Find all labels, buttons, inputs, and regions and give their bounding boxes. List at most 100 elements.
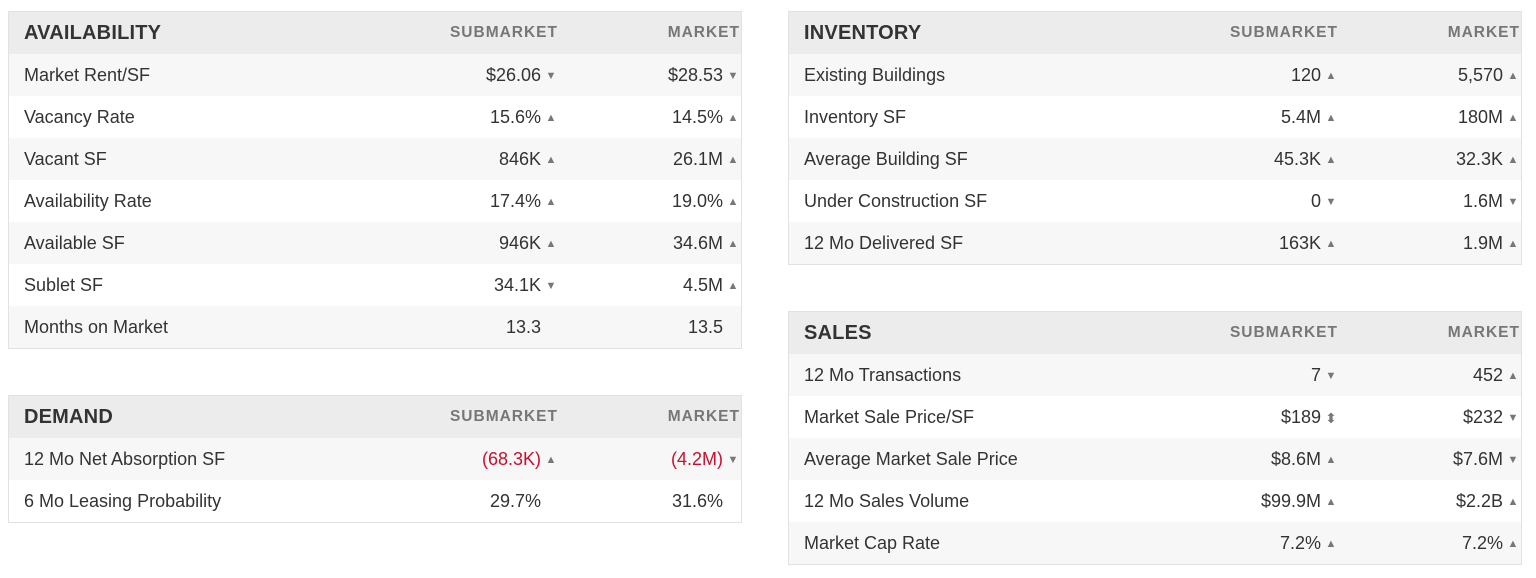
submarket-value-cell: (68.3K) ▲ xyxy=(324,449,558,470)
row-label: 6 Mo Leasing Probability xyxy=(24,490,222,511)
market-value: 13.5 xyxy=(687,316,723,337)
row-label: 12 Mo Sales Volume xyxy=(804,490,970,511)
market-value: $2.2B xyxy=(1455,490,1503,511)
column-header-market: MARKET xyxy=(667,24,740,41)
table-row: Available SF 946K ▲ 34.6M ▲ xyxy=(9,222,741,264)
column-header-submarket: SUBMARKET xyxy=(449,24,558,41)
trend-down-icon: ▼ xyxy=(545,280,557,292)
submarket-value-cell: $8.6M ▲ xyxy=(1154,449,1338,470)
submarket-value-cell: $99.9M ▲ xyxy=(1154,491,1338,512)
submarket-value-cell: $189 ⬍ xyxy=(1154,407,1338,428)
sales-header: SALES SUBMARKET MARKET xyxy=(789,312,1521,354)
row-label: Average Building SF xyxy=(804,148,968,169)
table-row: Market Cap Rate 7.2% ▲ 7.2% ▲ xyxy=(789,522,1521,564)
submarket-value: $26.06 xyxy=(485,64,541,85)
submarket-value: 15.6% xyxy=(489,106,541,127)
market-value-cell: $232 ▼ xyxy=(1338,407,1520,428)
submarket-value-cell: 5.4M ▲ xyxy=(1154,107,1338,128)
submarket-value: $99.9M xyxy=(1260,490,1321,511)
trend-up-icon: ▲ xyxy=(1507,370,1519,382)
row-label: Sublet SF xyxy=(24,274,104,295)
market-value: 32.3K xyxy=(1455,148,1503,169)
market-value: 180M xyxy=(1457,106,1503,127)
market-value: 4.5M xyxy=(682,274,723,295)
submarket-value: 120 xyxy=(1290,64,1321,85)
submarket-value: 7 xyxy=(1310,364,1321,385)
market-value-cell: 26.1M ▲ xyxy=(558,149,740,170)
sales-panel: SALES SUBMARKET MARKET 12 Mo Transaction… xyxy=(788,311,1522,565)
market-value: 1.6M xyxy=(1462,190,1503,211)
row-label: 12 Mo Net Absorption SF xyxy=(24,448,226,469)
market-value-cell: (4.2M) ▼ xyxy=(558,449,740,470)
table-row: Sublet SF 34.1K ▼ 4.5M ▲ xyxy=(9,264,741,306)
market-value: 1.9M xyxy=(1462,232,1503,253)
submarket-value: 29.7% xyxy=(489,490,541,511)
submarket-value: 0 xyxy=(1310,190,1321,211)
market-value: $232 xyxy=(1462,406,1503,427)
market-value-cell: 1.9M ▲ xyxy=(1338,233,1520,254)
trend-up-icon: ▲ xyxy=(1507,70,1519,82)
market-value: 34.6M xyxy=(672,232,723,253)
market-value: 452 xyxy=(1472,364,1503,385)
row-label: 12 Mo Transactions xyxy=(804,364,962,385)
trend-up-icon: ▲ xyxy=(545,454,557,466)
market-value-cell: 14.5% ▲ xyxy=(558,107,740,128)
trend-up-icon: ▲ xyxy=(1325,538,1337,550)
market-value: $28.53 xyxy=(667,64,723,85)
table-row: 6 Mo Leasing Probability 29.7%▲31.6%▲ xyxy=(9,480,741,522)
row-label: 12 Mo Delivered SF xyxy=(804,232,964,253)
availability-panel: AVAILABILITY SUBMARKET MARKET Market Ren… xyxy=(8,11,742,349)
submarket-value-cell: 13.3▲ xyxy=(324,317,558,338)
submarket-value: 34.1K xyxy=(493,274,541,295)
table-row: Existing Buildings 120 ▲ 5,570 ▲ xyxy=(789,54,1521,96)
row-label: Under Construction SF xyxy=(804,190,988,211)
trend-up-icon: ▲ xyxy=(545,112,557,124)
trend-down-icon: ▼ xyxy=(545,70,557,82)
market-value-cell: 5,570 ▲ xyxy=(1338,65,1520,86)
market-value-cell: 7.2% ▲ xyxy=(1338,533,1520,554)
trend-up-icon: ▲ xyxy=(1507,238,1519,250)
panel-title: DEMAND xyxy=(24,405,113,428)
column-header-submarket: SUBMARKET xyxy=(1229,24,1338,41)
trend-up-icon: ▲ xyxy=(545,238,557,250)
market-value: 5,570 xyxy=(1457,64,1503,85)
trend-up-icon: ▲ xyxy=(1325,70,1337,82)
submarket-value: 846K xyxy=(498,148,541,169)
inventory-rows: Existing Buildings 120 ▲ 5,570 ▲ Inventory SF… xyxy=(789,54,1521,264)
sales-rows: 12 Mo Transactions 7 ▼ 452 ▲ Market Sale Pric… xyxy=(789,354,1521,564)
trend-updown-icon: ⬍ xyxy=(1325,409,1337,426)
submarket-value-cell: 846K ▲ xyxy=(324,149,558,170)
trend-up-icon: ▲ xyxy=(1325,154,1337,166)
submarket-value-cell: 34.1K ▼ xyxy=(324,275,558,296)
market-value: (4.2M) xyxy=(670,448,723,469)
market-value: 26.1M xyxy=(672,148,723,169)
trend-down-icon: ▼ xyxy=(1325,196,1337,208)
table-row: Inventory SF 5.4M ▲ 180M ▲ xyxy=(789,96,1521,138)
submarket-value: 5.4M xyxy=(1280,106,1321,127)
market-value-cell: 180M ▲ xyxy=(1338,107,1520,128)
trend-up-icon: ▲ xyxy=(545,196,557,208)
panel-title: INVENTORY xyxy=(804,21,922,44)
market-value: 31.6% xyxy=(671,490,723,511)
demand-rows: 12 Mo Net Absorption SF (68.3K) ▲ (4.2M) ▼ 6 … xyxy=(9,438,741,522)
trend-up-icon: ▲ xyxy=(1325,454,1337,466)
column-header-market: MARKET xyxy=(1447,24,1520,41)
table-row: Under Construction SF 0 ▼ 1.6M ▼ xyxy=(789,180,1521,222)
trend-down-icon: ▼ xyxy=(727,454,739,466)
column-header-market: MARKET xyxy=(667,408,740,425)
trend-up-icon: ▲ xyxy=(727,112,739,124)
table-row: Market Sale Price/SF $189 ⬍ $232 ▼ xyxy=(789,396,1521,438)
market-value-cell: 13.5▲ xyxy=(558,317,740,338)
trend-down-icon: ▼ xyxy=(1507,454,1519,466)
submarket-value: 17.4% xyxy=(489,190,541,211)
trend-up-icon: ▲ xyxy=(545,154,557,166)
demand-header: DEMAND SUBMARKET MARKET xyxy=(9,396,741,438)
table-row: 12 Mo Transactions 7 ▼ 452 ▲ xyxy=(789,354,1521,396)
market-value-cell: 452 ▲ xyxy=(1338,365,1520,386)
column-header-market: MARKET xyxy=(1447,324,1520,341)
inventory-panel: INVENTORY SUBMARKET MARKET Existing Buil… xyxy=(788,11,1522,265)
submarket-value: 7.2% xyxy=(1279,532,1321,553)
submarket-value-cell: 17.4% ▲ xyxy=(324,191,558,212)
submarket-value-cell: 45.3K ▲ xyxy=(1154,149,1338,170)
row-label: Market Sale Price/SF xyxy=(804,406,975,427)
